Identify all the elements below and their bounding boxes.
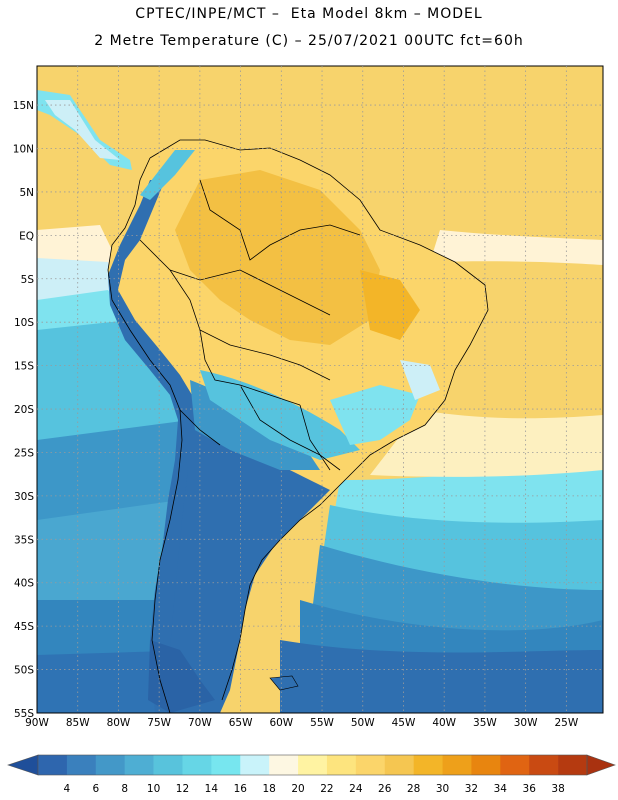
map-title-line-2: 2 Metre Temperature (C) – 25/07/2021 00U…	[94, 33, 524, 49]
lat-label: 5N	[19, 187, 34, 199]
colorbar-segment	[269, 755, 299, 775]
colorbar-tick-label: 22	[320, 783, 333, 795]
colorbar-over-arrow	[586, 754, 616, 776]
lat-label: 30S	[14, 491, 34, 503]
colorbar-tick-label: 12	[176, 783, 189, 795]
lat-label: 50S	[14, 665, 34, 677]
lat-label: EQ	[19, 230, 34, 242]
colorbar-tick-label: 14	[205, 783, 219, 795]
lat-label: 10S	[14, 317, 34, 329]
lat-label: 35S	[14, 534, 34, 546]
lon-label: 90W	[25, 717, 49, 729]
colorbar-segment	[240, 755, 270, 775]
colorbar-under-arrow	[7, 754, 39, 776]
colorbar-segment	[38, 755, 68, 775]
colorbar-segment	[211, 755, 241, 775]
lon-label: 65W	[229, 717, 253, 729]
map-title-line-1: CPTEC/INPE/MCT – Eta Model 8km – MODEL	[135, 6, 483, 22]
lat-label: 55S	[14, 708, 34, 720]
colorbar-segment	[558, 755, 588, 775]
lon-label: 45W	[392, 717, 416, 729]
lon-label: 25W	[554, 717, 578, 729]
colorbar-tick-label: 30	[436, 783, 449, 795]
colorbar-tick-label: 26	[378, 783, 392, 795]
lon-label: 80W	[107, 717, 131, 729]
lon-label: 60W	[269, 717, 293, 729]
latitude-labels: 15N 10N 5N EQ 5S 10S 15S 20S 25S 30S 35S 40S 45S 50S 5…	[13, 100, 35, 720]
colorbar-tick-label: 28	[407, 783, 420, 795]
lon-label: 75W	[147, 717, 171, 729]
colorbar-tick-labels: 4 6 8 10 12 14 16 18 20 22 24 26 28 30 32 34 36 38	[64, 783, 565, 795]
temperature-colorbar	[7, 754, 616, 776]
lon-label: 40W	[432, 717, 456, 729]
lat-label: 20S	[14, 404, 34, 416]
colorbar-tick-label: 24	[349, 783, 363, 795]
lon-label: 55W	[310, 717, 334, 729]
colorbar-tick-label: 34	[494, 783, 508, 795]
lat-label: 40S	[14, 578, 34, 590]
colorbar-segment	[355, 755, 386, 775]
lon-label: 50W	[351, 717, 375, 729]
colorbar-segment	[153, 755, 183, 775]
lat-label: 5S	[21, 274, 35, 286]
colorbar-segment	[298, 755, 328, 775]
colorbar-tick-label: 16	[234, 783, 248, 795]
colorbar-tick-label: 6	[92, 783, 99, 795]
colorbar-segment	[326, 755, 357, 775]
colorbar-tick-label: 10	[147, 783, 160, 795]
lat-label: 15S	[14, 361, 34, 373]
colorbar-tick-label: 38	[551, 783, 564, 795]
lat-label: 15N	[13, 100, 34, 112]
lon-label: 35W	[473, 717, 497, 729]
colorbar-tick-label: 36	[523, 783, 537, 795]
longitude-labels: 90W 85W 80W 75W 70W 65W 60W 55W 50W 45W 40W 35W 30W 2…	[25, 717, 579, 729]
colorbar-frame	[37, 754, 588, 776]
colorbar-segment	[66, 755, 97, 775]
map-frame	[36, 65, 604, 714]
country-borders	[107, 139, 489, 713]
colorbar-segment	[471, 755, 501, 775]
colorbar-tick-label: 8	[121, 783, 128, 795]
colorbar-segment	[124, 755, 154, 775]
colorbar-tick-label: 4	[64, 783, 71, 795]
colorbar-segment	[500, 755, 530, 775]
lon-label: 30W	[514, 717, 538, 729]
colorbar-segment	[384, 755, 414, 775]
colorbar-segment	[413, 755, 443, 775]
colorbar-segment	[182, 755, 212, 775]
lon-label: 85W	[66, 717, 90, 729]
colorbar-segment	[95, 755, 125, 775]
lat-label: 25S	[14, 447, 34, 459]
colorbar-tick-label: 18	[262, 783, 275, 795]
colorbar-tick-label: 20	[291, 783, 304, 795]
map-field	[37, 66, 603, 713]
colorbar-segment	[529, 755, 559, 775]
colorbar-tick-label: 32	[465, 783, 478, 795]
colorbar-segment	[442, 755, 472, 775]
lon-label: 70W	[188, 717, 212, 729]
lat-label: 45S	[14, 621, 34, 633]
lat-label: 10N	[13, 144, 34, 156]
